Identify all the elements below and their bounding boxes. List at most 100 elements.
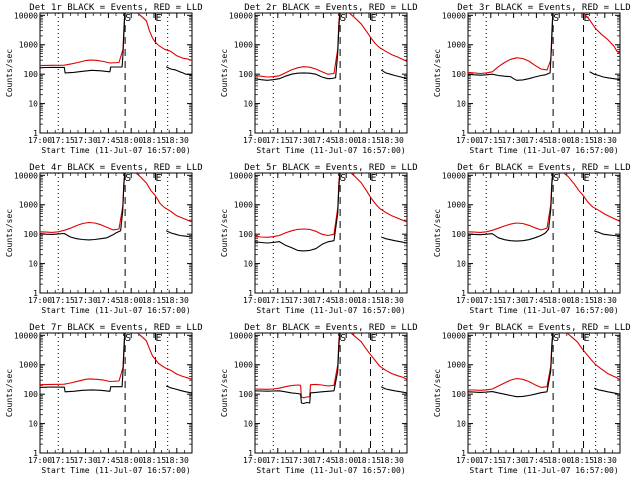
x-axis-label: Start Time (11-Jul-07 16:57:00) <box>469 306 618 315</box>
x-tick-label: 18:15 <box>570 136 594 145</box>
x-tick-label: 17:45 <box>311 456 335 465</box>
chart-panel-9: Det 9r BLACK = Events, RED = LLD 1 10 100 10… <box>433 323 631 475</box>
x-tick-label: 18:15 <box>357 456 381 465</box>
x-tick-label: 17:45 <box>311 296 335 305</box>
marker-label: E <box>156 13 162 24</box>
lld-series-line-late <box>563 173 620 222</box>
events-series-line <box>255 173 341 252</box>
x-tick-label: 17:45 <box>311 136 335 145</box>
plot-frame <box>254 12 408 134</box>
lld-series-line <box>40 333 126 386</box>
plot-frame <box>254 172 408 294</box>
x-tick-label: 17:45 <box>524 136 548 145</box>
x-tick-label: 17:00 <box>28 456 52 465</box>
x-tick-label: 18:30 <box>593 296 617 305</box>
x-tick-label: 18:00 <box>334 136 358 145</box>
marker-label: E <box>156 173 162 184</box>
x-tick-label: 17:15 <box>479 456 503 465</box>
chart-panel-8: Det 8r BLACK = Events, RED = LLD 1 10 100 10… <box>220 323 418 475</box>
y-tick-label: 10 <box>28 420 38 429</box>
y-tick-label: 10 <box>456 100 466 109</box>
x-tick-label: 18:30 <box>165 456 189 465</box>
x-tick-label: 17:00 <box>456 136 480 145</box>
y-tick-label: 10000 <box>229 171 253 180</box>
y-tick-label: 1000 <box>19 201 38 210</box>
y-tick-label: 10 <box>456 260 466 269</box>
x-axis-label: Start Time (11-Jul-07 16:57:00) <box>41 466 190 475</box>
x-axis-label: Start Time (11-Jul-07 16:57:00) <box>41 146 190 155</box>
series-group <box>468 333 620 398</box>
y-tick-label: 10000 <box>442 171 466 180</box>
series-group <box>40 13 192 76</box>
series-group <box>468 13 620 81</box>
x-tick-label: 17:00 <box>243 296 267 305</box>
y-tick-label: 1 <box>248 129 253 138</box>
x-tick-label: 17:45 <box>96 296 120 305</box>
x-tick-label: 17:15 <box>479 296 503 305</box>
y-tick-label: 100 <box>24 70 39 79</box>
x-tick-label: 18:00 <box>334 296 358 305</box>
y-tick-label: 100 <box>452 70 467 79</box>
y-tick-label: 1000 <box>19 41 38 50</box>
x-tick-label: 17:45 <box>96 456 120 465</box>
events-series-line-late <box>380 69 407 80</box>
events-series-line <box>255 333 341 405</box>
panel-title: Det 2r BLACK = Events, RED = LLD <box>244 3 417 13</box>
lld-series-line-late <box>136 333 192 380</box>
panel-title: Det 1r BLACK = Events, RED = LLD <box>29 3 202 13</box>
lld-series-line-late <box>136 13 192 62</box>
x-tick-label: 18:00 <box>119 296 143 305</box>
y-axis-label: Counts/sec <box>433 209 442 257</box>
x-tick-label: 17:45 <box>524 456 548 465</box>
events-series-line <box>40 13 126 74</box>
y-tick-label: 10 <box>243 260 253 269</box>
x-tick-label: 18:30 <box>380 456 404 465</box>
plot-frame <box>467 172 621 294</box>
lld-series-line-late <box>566 333 620 381</box>
x-tick-label: 17:15 <box>51 296 75 305</box>
x-tick-label: 18:30 <box>593 456 617 465</box>
x-tick-label: 18:15 <box>142 296 166 305</box>
events-series-line-late <box>165 385 192 394</box>
marker-label: S <box>553 173 559 184</box>
panel-title: Det 4r BLACK = Events, RED = LLD <box>29 163 202 173</box>
y-tick-label: 1000 <box>19 361 38 370</box>
marker-label: S <box>340 13 346 24</box>
marker-label: S <box>553 13 559 24</box>
x-axis-label: Start Time (11-Jul-07 16:57:00) <box>256 466 405 475</box>
events-series-line-late <box>381 236 407 244</box>
chart-panel-6: Det 6r BLACK = Events, RED = LLD 1 10 100 10… <box>433 163 631 315</box>
y-tick-label: 1 <box>248 289 253 298</box>
x-tick-label: 17:30 <box>289 456 313 465</box>
x-tick-label: 17:30 <box>502 136 526 145</box>
y-tick-label: 10 <box>243 100 253 109</box>
x-tick-label: 18:00 <box>119 136 143 145</box>
y-tick-label: 10 <box>28 260 38 269</box>
x-tick-label: 17:15 <box>266 456 290 465</box>
events-series-line <box>468 333 554 398</box>
y-axis-label: Counts/sec <box>5 209 14 257</box>
marker-label: S <box>340 173 346 184</box>
series-group <box>255 173 407 252</box>
panel-title: Det 5r BLACK = Events, RED = LLD <box>244 163 417 173</box>
x-tick-label: 17:00 <box>456 296 480 305</box>
plot-frame <box>39 332 193 454</box>
marker-label: E <box>371 333 377 344</box>
marker-label: E <box>156 333 162 344</box>
lld-series-line <box>40 173 126 233</box>
y-axis-label: Counts/sec <box>433 369 442 417</box>
lld-series-line <box>468 13 554 75</box>
y-tick-label: 1 <box>33 449 38 458</box>
x-tick-label: 18:30 <box>165 136 189 145</box>
series-group <box>255 333 407 405</box>
y-tick-label: 10000 <box>14 11 38 20</box>
x-tick-label: 18:30 <box>165 296 189 305</box>
y-tick-label: 10000 <box>229 331 253 340</box>
panel-title: Det 6r BLACK = Events, RED = LLD <box>457 163 630 173</box>
lld-series-line <box>468 333 554 391</box>
x-tick-label: 18:00 <box>547 296 571 305</box>
x-tick-label: 18:00 <box>547 136 571 145</box>
y-tick-label: 1000 <box>234 361 253 370</box>
y-tick-label: 1 <box>461 289 466 298</box>
marker-label: S <box>125 333 131 344</box>
